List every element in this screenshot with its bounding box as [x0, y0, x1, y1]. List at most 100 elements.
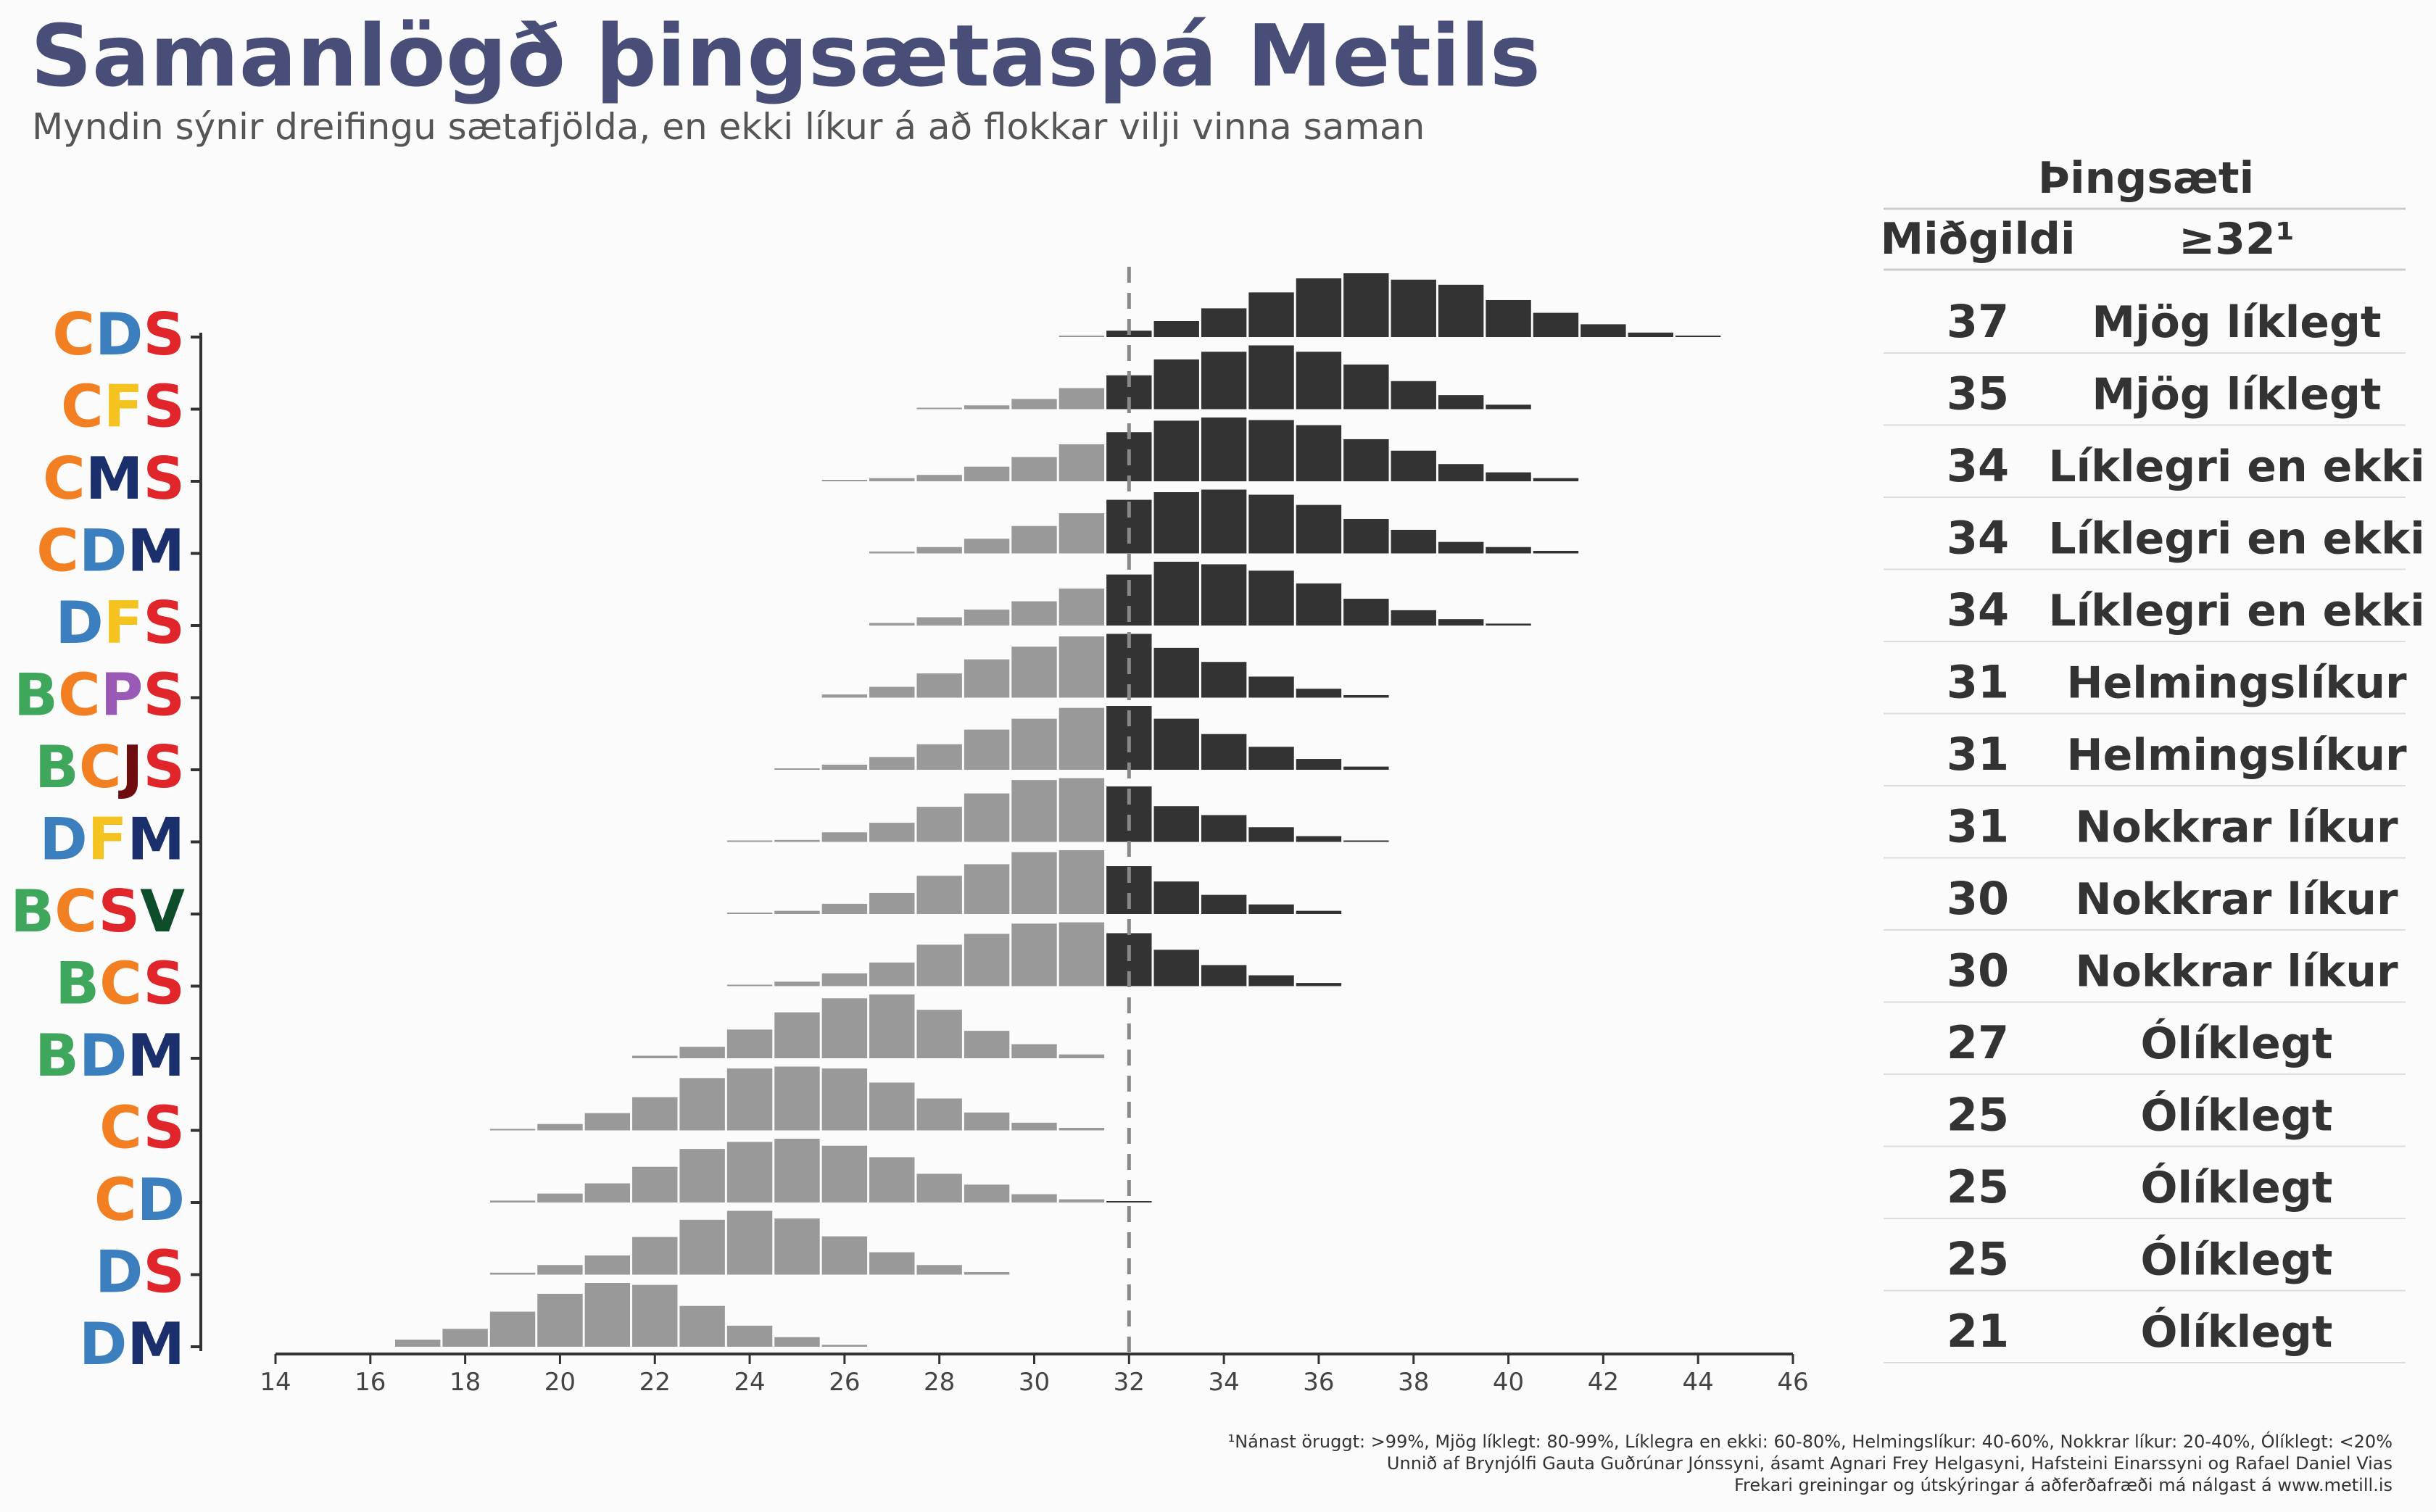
probability-label: Helmingslíkur: [2066, 730, 2407, 781]
x-tick-label: 22: [639, 1368, 671, 1397]
y-axis: CDSCFSCMSCDMDFSBCPSBCJSDFMBCSVBCSBDMCSCD…: [10, 301, 202, 1378]
x-tick-label: 42: [1588, 1368, 1619, 1397]
histogram-bar: [1296, 983, 1342, 986]
histogram-bar: [964, 405, 1010, 410]
histogram-bar: [916, 1265, 962, 1275]
histogram-bar: [1438, 284, 1484, 337]
median-value: 34: [1947, 439, 2009, 492]
histogram-bar: [1438, 541, 1484, 554]
median-value: 31: [1947, 728, 2009, 781]
table-row: 27 Ólíklegt: [1884, 1016, 2406, 1075]
histogram-bar: [1011, 1122, 1057, 1131]
histogram-bar: [1296, 836, 1342, 842]
probability-label: Ólíklegt: [2141, 1162, 2333, 1213]
median-value: 25: [1947, 1089, 2009, 1142]
histogram-bar: [1201, 418, 1247, 481]
histogram-bar: [1058, 778, 1105, 842]
histogram-bar: [1153, 647, 1199, 698]
histogram-bar: [821, 903, 868, 914]
histogram-bar: [916, 744, 962, 770]
histogram-bar: [537, 1123, 583, 1131]
histogram-bar: [1248, 420, 1294, 481]
histogram-bar: [869, 1252, 915, 1275]
histogram-bar: [1058, 707, 1105, 770]
histogram-bar: [1153, 562, 1199, 626]
histogram-bar: [1438, 619, 1484, 626]
histogram-bar: [774, 1139, 820, 1202]
page-subtitle: Myndin sýnir dreifingu sætafjölda, en ek…: [32, 106, 1425, 148]
histogram-bar: [726, 1210, 773, 1275]
histogram-row-cds: [1058, 273, 1721, 337]
histogram-bar: [916, 407, 962, 410]
histogram-row-dfs: [869, 562, 1531, 626]
histogram-bar: [1201, 815, 1247, 842]
histogram-bar: [916, 1174, 962, 1202]
histogram-bar: [774, 1218, 820, 1275]
histogram-bar: [679, 1219, 725, 1275]
histogram-bar: [1201, 662, 1247, 698]
histogram-bar: [774, 768, 820, 770]
probability-label: Ólíklegt: [2141, 1306, 2333, 1358]
histogram-bar: [1391, 450, 1436, 481]
table-header-median: Miðgildi: [1880, 214, 2075, 265]
table-row: 31 Nokkrar líkur: [1884, 800, 2406, 859]
histogram-bar: [821, 1068, 868, 1131]
median-value: 31: [1947, 800, 2009, 853]
histogram-bar: [1343, 840, 1389, 842]
histogram-bar: [1011, 647, 1057, 698]
histogram-bar: [1058, 588, 1105, 626]
x-tick-label: 36: [1303, 1368, 1334, 1397]
histogram-bar: [1533, 478, 1579, 481]
table-row: 31 Helmingslíkur: [1884, 728, 2407, 786]
coalition-label: CDS: [52, 301, 185, 368]
histogram-bar: [726, 1142, 773, 1202]
histogram-row-cd: [489, 1139, 1152, 1202]
histogram-bar: [1011, 526, 1057, 554]
histogram-bar: [584, 1183, 631, 1202]
histogram-bar: [1058, 1199, 1105, 1202]
histogram-bar: [1153, 881, 1199, 914]
histogram-bar: [395, 1339, 441, 1347]
table-row: 25 Ólíklegt: [1884, 1160, 2406, 1219]
probability-label: Ólíklegt: [2141, 1018, 2333, 1069]
histogram-bar: [726, 984, 773, 986]
table-row: 30 Nokkrar líkur: [1884, 872, 2406, 931]
histogram-bar: [1058, 388, 1105, 410]
median-value: 25: [1947, 1233, 2009, 1286]
histogram-bar: [632, 1237, 678, 1275]
histogram-bar: [1153, 359, 1199, 410]
histogram-bar: [869, 1082, 915, 1131]
histogram-bar: [964, 610, 1010, 626]
histogram-bar: [1011, 1194, 1057, 1202]
table-header-seats: Þingsæti: [2038, 153, 2254, 204]
coalition-label: CS: [99, 1094, 185, 1162]
median-value: 31: [1947, 656, 2009, 709]
histogram-bar: [821, 832, 868, 842]
histogram-bar: [1011, 718, 1057, 770]
histogram-bar: [964, 539, 1010, 554]
histogram-bar: [1343, 694, 1389, 698]
x-tick-label: 44: [1683, 1368, 1714, 1397]
histogram-bar: [1011, 601, 1057, 626]
histogram-bar: [869, 994, 915, 1058]
histogram-bars: [395, 273, 1721, 1347]
histogram-bar: [774, 1066, 820, 1131]
histogram-bar: [632, 1166, 678, 1202]
histogram-bar: [774, 1012, 820, 1058]
histogram-row-cms: [821, 418, 1579, 481]
histogram-bar: [774, 839, 820, 842]
histogram-bar: [1011, 780, 1057, 842]
histogram-bar: [1153, 420, 1199, 481]
histogram-bar: [1628, 332, 1673, 337]
histogram-bar: [632, 1055, 678, 1058]
x-tick-label: 46: [1777, 1368, 1808, 1397]
histogram-bar: [1248, 345, 1294, 410]
histogram-bar: [1438, 464, 1484, 481]
histogram-bar: [1296, 425, 1342, 481]
histogram-bar: [679, 1078, 725, 1131]
histogram-bar: [869, 478, 915, 481]
histogram-bar: [916, 876, 962, 914]
histogram-bar: [774, 981, 820, 986]
histogram-row-dm: [395, 1283, 868, 1347]
histogram-bar: [489, 1272, 536, 1275]
